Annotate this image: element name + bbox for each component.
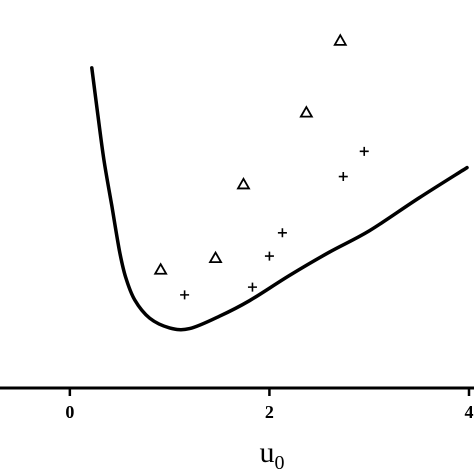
plus-point-5 bbox=[359, 146, 369, 156]
triangle-point-1 bbox=[208, 250, 223, 264]
x-tick-label-1: 2 bbox=[265, 402, 274, 422]
triangle-point-0 bbox=[153, 262, 168, 275]
curve-line bbox=[90, 66, 469, 332]
triangle-point-2 bbox=[236, 176, 251, 190]
tick-layer: 0 2 4 bbox=[65, 388, 474, 422]
triangle-point-4 bbox=[333, 33, 348, 46]
plus-point-1 bbox=[247, 282, 257, 292]
x-axis-title-subscript: 0 bbox=[275, 452, 285, 474]
plus-point-2 bbox=[264, 251, 274, 261]
x-axis-title-main: u bbox=[260, 436, 275, 469]
x-axis-title: u0 bbox=[260, 436, 285, 474]
x-tick-label-2: 4 bbox=[465, 402, 474, 422]
curve-layer bbox=[90, 66, 469, 332]
x-tick-label-0: 0 bbox=[65, 402, 74, 422]
triangle-point-3 bbox=[299, 105, 314, 118]
plus-point-4 bbox=[338, 172, 348, 182]
plus-point-3 bbox=[277, 228, 287, 238]
plus-point-0 bbox=[180, 290, 190, 300]
marker-layer bbox=[153, 33, 369, 300]
